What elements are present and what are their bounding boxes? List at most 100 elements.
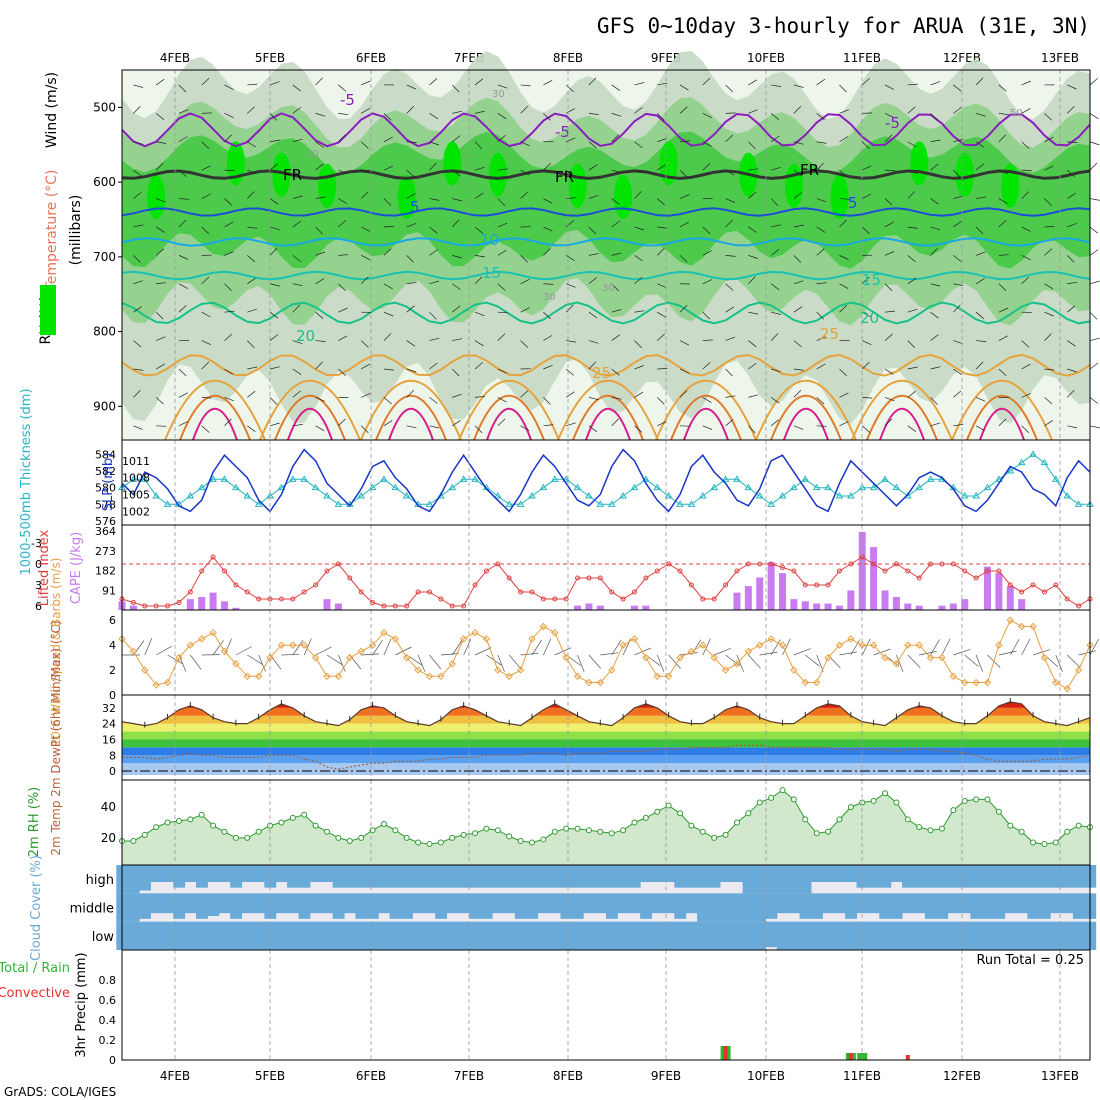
rh2m-point bbox=[904, 816, 911, 823]
cloud-cell bbox=[1015, 893, 1028, 914]
wind-barb bbox=[429, 141, 440, 146]
cloud-cell bbox=[366, 893, 379, 919]
rh2m-point bbox=[973, 796, 980, 803]
thickness-point bbox=[676, 500, 684, 507]
contour-label: 10 bbox=[480, 231, 499, 249]
rh2m-point bbox=[437, 839, 444, 846]
wind-barb bbox=[861, 77, 870, 86]
wind-barb bbox=[201, 361, 210, 370]
thickness-point bbox=[596, 500, 605, 507]
cape-bar bbox=[574, 605, 582, 610]
wind-barb bbox=[816, 397, 825, 405]
wind-barb bbox=[679, 368, 690, 374]
rh2m-point bbox=[620, 827, 627, 834]
contour-label: -5 bbox=[885, 114, 900, 132]
cloud-cell bbox=[173, 865, 186, 888]
wind-speed-point bbox=[699, 641, 707, 649]
li-point bbox=[392, 603, 398, 609]
wind-barb bbox=[884, 333, 893, 341]
wind-barb bbox=[315, 251, 326, 256]
wind-barb bbox=[702, 339, 713, 341]
wind-barb bbox=[315, 141, 325, 148]
rh2m-point bbox=[289, 814, 296, 821]
cape-bar bbox=[835, 605, 843, 610]
wind-barb bbox=[543, 364, 553, 370]
wind-barb bbox=[474, 362, 483, 370]
cloud-cell bbox=[845, 865, 858, 882]
wind-speed-point bbox=[311, 653, 320, 662]
warm-isotherm-dome bbox=[866, 394, 938, 441]
wind-barb bbox=[634, 340, 642, 348]
cape-bar bbox=[220, 601, 228, 610]
wind-barb bbox=[1066, 305, 1076, 313]
wind-speed-point bbox=[790, 666, 798, 674]
wind-barb bbox=[269, 654, 282, 670]
cloud-cell bbox=[640, 921, 653, 950]
wind-barb bbox=[247, 390, 256, 398]
thickness-point bbox=[243, 492, 252, 499]
wind-barb bbox=[657, 198, 666, 206]
wind-barb bbox=[930, 334, 939, 341]
cloud-cell bbox=[401, 893, 413, 919]
wind-barb bbox=[224, 221, 234, 228]
wind-barb bbox=[884, 113, 895, 119]
li-point bbox=[540, 596, 546, 602]
li-point bbox=[711, 596, 717, 602]
li-point bbox=[836, 568, 842, 574]
thickness-point bbox=[220, 475, 229, 482]
cloud-cell bbox=[674, 921, 687, 950]
wind-barb bbox=[793, 224, 804, 228]
wind-barb bbox=[953, 169, 961, 178]
contour-label: 15 bbox=[482, 264, 501, 282]
wind-barb bbox=[429, 280, 440, 285]
slp-line bbox=[121, 448, 1091, 513]
wind-speed-point bbox=[437, 672, 445, 681]
cloud-cell bbox=[867, 921, 880, 950]
cloud-cell bbox=[685, 865, 698, 888]
cloud-cell bbox=[959, 921, 971, 950]
rh-core-90 bbox=[659, 141, 678, 186]
contour-label: 50 bbox=[1010, 108, 1023, 119]
wind-barb bbox=[338, 113, 349, 116]
y-tick-label: 0 bbox=[109, 1054, 116, 1067]
rh2m-point bbox=[278, 819, 285, 826]
wind-barb bbox=[269, 283, 280, 287]
li-point bbox=[506, 575, 512, 581]
li-point bbox=[688, 582, 694, 588]
wind-barb bbox=[474, 78, 484, 86]
wind-barb bbox=[269, 226, 280, 231]
wind-barb bbox=[805, 654, 820, 667]
cloud-cell bbox=[765, 893, 778, 919]
cloud-cell bbox=[902, 921, 914, 950]
y-tick-label: 20 bbox=[101, 831, 116, 845]
wind-barb bbox=[360, 108, 370, 114]
cloud-cell bbox=[640, 893, 653, 919]
wind-barb bbox=[474, 141, 483, 150]
cloud-cell bbox=[731, 865, 744, 882]
thickness-point bbox=[311, 483, 320, 491]
wind-barb bbox=[201, 141, 210, 149]
cloud-cell bbox=[799, 921, 812, 950]
thickness-point bbox=[926, 475, 935, 482]
wind-barb bbox=[565, 108, 575, 114]
wind-barb bbox=[361, 80, 371, 86]
wind-barb bbox=[679, 169, 688, 178]
warm-isotherm-dome bbox=[164, 380, 266, 441]
cloud-cell bbox=[754, 865, 766, 894]
cloud-cell bbox=[401, 921, 413, 950]
thickness-point bbox=[619, 492, 627, 499]
cloud-cell bbox=[970, 865, 983, 888]
li-point bbox=[472, 582, 478, 588]
wind-speed-point bbox=[334, 672, 343, 681]
wind-barb bbox=[224, 333, 233, 341]
thickness-point bbox=[516, 500, 525, 507]
cloud-cell bbox=[321, 893, 334, 914]
cloud-cell bbox=[765, 865, 778, 894]
wind-barb bbox=[953, 304, 961, 313]
cloud-cell bbox=[207, 865, 220, 882]
cloud-cell bbox=[662, 921, 675, 950]
panel-frame bbox=[121, 439, 1091, 526]
wind-barb bbox=[247, 191, 255, 199]
wind-barb bbox=[383, 113, 392, 121]
wind-barb bbox=[429, 654, 442, 670]
